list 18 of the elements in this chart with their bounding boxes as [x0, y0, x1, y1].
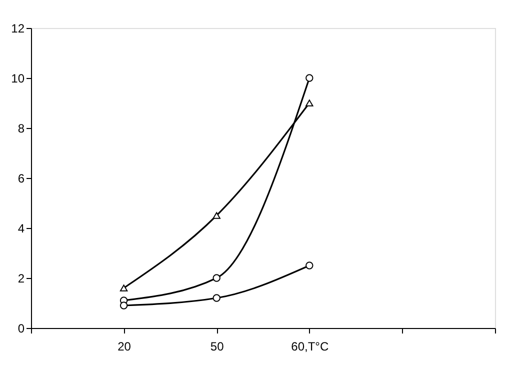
point	[212, 294, 220, 302]
y-tick-label: 8	[18, 122, 25, 136]
x-tick-label: 20	[118, 340, 132, 354]
x-tick-label: 50	[210, 340, 224, 354]
y-tick-label: 12	[11, 22, 25, 36]
point	[306, 100, 314, 106]
x-tick-label: 60,T°C	[291, 340, 329, 354]
point	[306, 262, 314, 270]
y-tick-label: 10	[11, 72, 25, 86]
point	[306, 74, 314, 82]
y-tick-label: 0	[18, 322, 25, 336]
y-tick-label: 6	[18, 172, 25, 186]
point	[120, 302, 128, 310]
point	[212, 274, 220, 282]
y-tick-label: 4	[18, 222, 25, 236]
y-tick-label: 2	[18, 272, 25, 286]
point	[212, 212, 220, 219]
point	[120, 284, 128, 292]
